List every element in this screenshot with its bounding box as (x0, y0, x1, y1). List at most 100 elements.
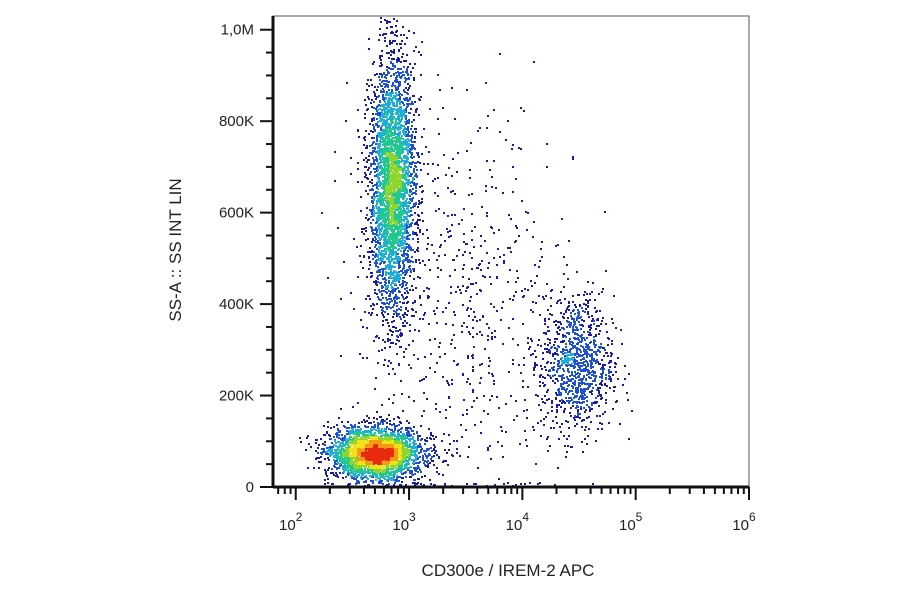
scatter-point (407, 135, 409, 137)
scatter-point (541, 368, 543, 370)
scatter-point (562, 368, 564, 370)
scatter-point (388, 247, 390, 249)
scatter-point (377, 242, 379, 244)
scatter-point (567, 393, 569, 395)
scatter-point (567, 278, 569, 280)
scatter-point (527, 386, 529, 388)
scatter-point (387, 333, 389, 335)
scatter-point (394, 65, 396, 67)
scatter-point (602, 364, 604, 366)
scatter-point (565, 397, 567, 399)
scatter-point (536, 364, 538, 366)
scatter-point (389, 295, 391, 297)
scatter-point (377, 173, 379, 175)
scatter-point (383, 134, 385, 136)
scatter-point (566, 376, 568, 378)
scatter-point (576, 349, 578, 351)
scatter-point (433, 252, 435, 254)
scatter-point (376, 284, 378, 286)
scatter-point (410, 144, 412, 146)
scatter-point (404, 281, 406, 283)
scatter-point (370, 165, 372, 167)
scatter-point (342, 441, 344, 443)
scatter-point (378, 237, 380, 239)
scatter-point (605, 374, 607, 376)
scatter-point (372, 113, 374, 115)
scatter-point (388, 414, 390, 416)
scatter-point (373, 126, 375, 128)
scatter-point (476, 267, 478, 269)
scatter-point (372, 185, 374, 187)
scatter-point (592, 318, 594, 320)
scatter-point (488, 262, 490, 264)
scatter-point (479, 319, 481, 321)
scatter-point (412, 131, 414, 133)
scatter-point (369, 181, 371, 183)
scatter-point (589, 407, 591, 409)
scatter-point (450, 343, 452, 345)
scatter-point (336, 458, 338, 460)
scatter-point (413, 459, 415, 461)
scatter-point (403, 468, 405, 470)
scatter-point (391, 277, 393, 279)
scatter-point (507, 247, 509, 249)
scatter-point (382, 170, 384, 172)
scatter-point (389, 298, 391, 300)
scatter-point (559, 321, 561, 323)
scatter-point (384, 86, 386, 88)
scatter-point (535, 302, 537, 304)
scatter-point (438, 473, 440, 475)
scatter-point (381, 74, 383, 76)
scatter-point (583, 303, 585, 305)
scatter-point (355, 478, 357, 480)
scatter-point (439, 246, 441, 248)
scatter-point (558, 375, 560, 377)
scatter-point (386, 434, 388, 436)
scatter-point (602, 347, 604, 349)
scatter-point (429, 108, 431, 110)
scatter-point (549, 375, 551, 377)
scatter-point (387, 338, 389, 340)
scatter-point (366, 214, 368, 216)
scatter-point (566, 388, 568, 390)
scatter-point (522, 323, 524, 325)
scatter-point (363, 233, 365, 235)
scatter-point (350, 173, 352, 175)
scatter-point (587, 313, 589, 315)
scatter-point (382, 122, 384, 124)
scatter-point (372, 238, 374, 240)
scatter-point (417, 445, 419, 447)
scatter-point (537, 422, 539, 424)
scatter-point (609, 387, 611, 389)
scatter-point (524, 430, 526, 432)
scatter-point (415, 162, 417, 164)
scatter-point (608, 362, 610, 364)
scatter-point (622, 384, 624, 386)
scatter-point (493, 257, 495, 259)
scatter-point (367, 96, 369, 98)
scatter-point (365, 130, 367, 132)
scatter-point (389, 262, 391, 264)
scatter-point (592, 387, 594, 389)
scatter-point (521, 200, 523, 202)
scatter-point (375, 151, 377, 153)
scatter-point (406, 254, 408, 256)
scatter-point (560, 406, 562, 408)
scatter-point (487, 413, 489, 415)
scatter-point (379, 274, 381, 276)
scatter-point (394, 425, 396, 427)
scatter-point (365, 157, 367, 159)
scatter-point (335, 445, 337, 447)
scatter-point (568, 380, 570, 382)
scatter-point (479, 289, 481, 291)
scatter-point (421, 185, 423, 187)
scatter-point (343, 462, 345, 464)
scatter-point (337, 454, 339, 456)
scatter-point (601, 423, 603, 425)
scatter-point (381, 111, 383, 113)
scatter-point (371, 188, 373, 190)
scatter-point (410, 260, 412, 262)
scatter-point (551, 367, 553, 369)
scatter-point (395, 288, 397, 290)
scatter-point (472, 366, 474, 368)
